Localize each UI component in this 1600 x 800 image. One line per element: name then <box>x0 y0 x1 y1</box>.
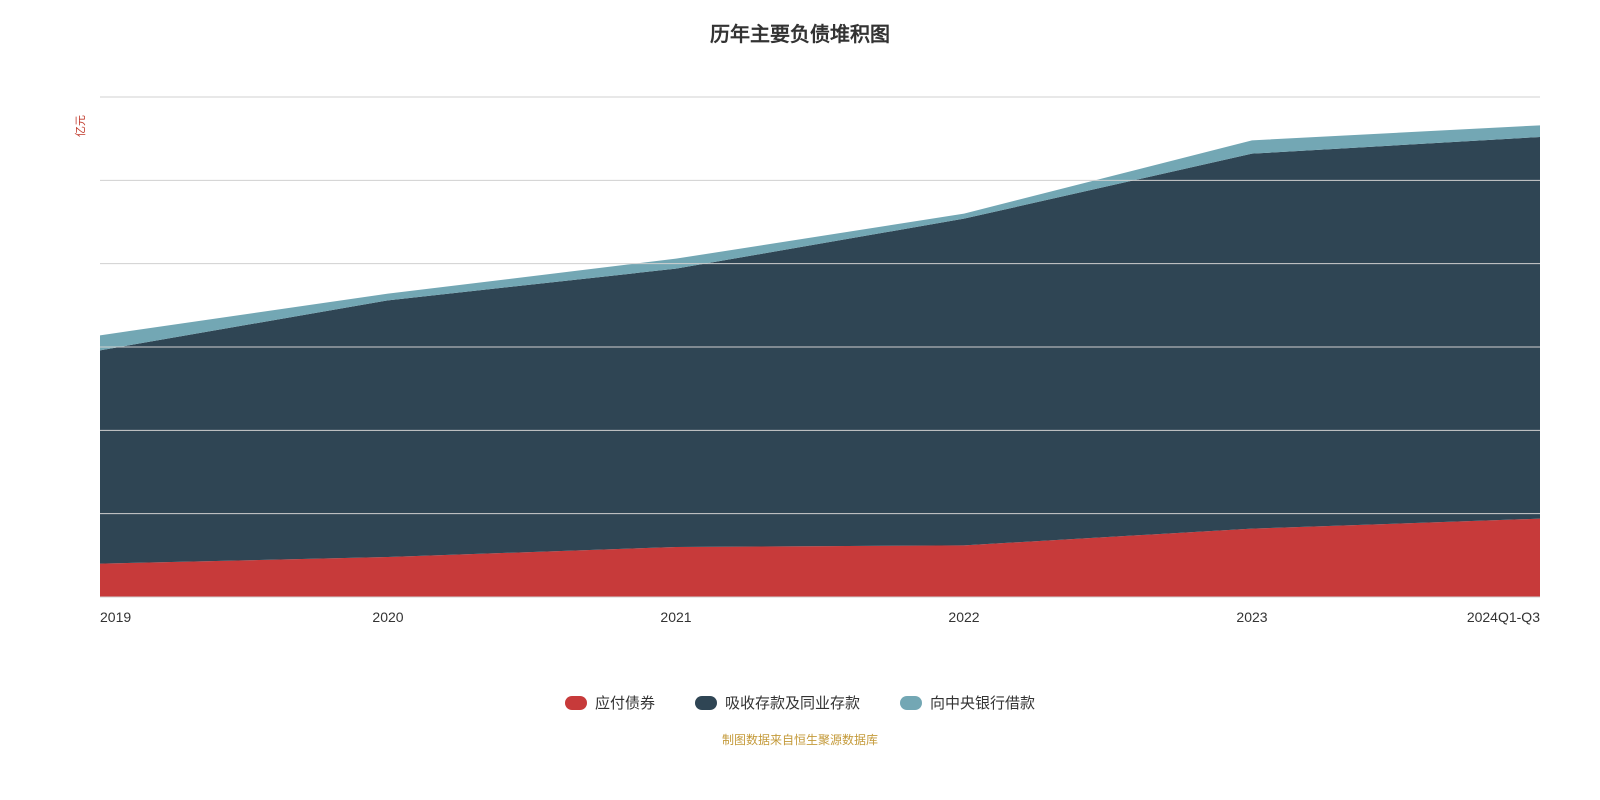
legend-label-2: 向中央银行借款 <box>930 692 1035 713</box>
x-tick-label: 2022 <box>948 609 979 625</box>
legend: 应付债券 吸收存款及同业存款 向中央银行借款 <box>0 692 1600 713</box>
legend-swatch-0 <box>565 696 587 710</box>
legend-swatch-1 <box>695 696 717 710</box>
y-axis-label: 亿元 <box>72 115 88 137</box>
x-tick-label: 2020 <box>372 609 403 625</box>
x-tick-label: 2021 <box>660 609 691 625</box>
legend-item-0: 应付债券 <box>565 692 655 713</box>
legend-label-1: 吸收存款及同业存款 <box>725 692 860 713</box>
legend-item-1: 吸收存款及同业存款 <box>695 692 860 713</box>
chart-plot-wrap: 亿元 05,00010,00015,00020,00025,00030,0002… <box>100 87 1540 642</box>
area-series-1 <box>100 137 1540 564</box>
x-tick-label: 2024Q1-Q3 <box>1467 609 1540 625</box>
x-tick-label: 2023 <box>1236 609 1267 625</box>
legend-swatch-2 <box>900 696 922 710</box>
chart-title: 历年主要负债堆积图 <box>0 0 1600 47</box>
legend-label-0: 应付债券 <box>595 692 655 713</box>
chart-footer: 制图数据来自恒生聚源数据库 <box>0 731 1600 748</box>
chart-svg: 05,00010,00015,00020,00025,00030,0002019… <box>100 87 1540 637</box>
legend-item-2: 向中央银行借款 <box>900 692 1035 713</box>
chart-container: 历年主要负债堆积图 亿元 05,00010,00015,00020,00025,… <box>0 0 1600 800</box>
x-tick-label: 2019 <box>100 609 131 625</box>
